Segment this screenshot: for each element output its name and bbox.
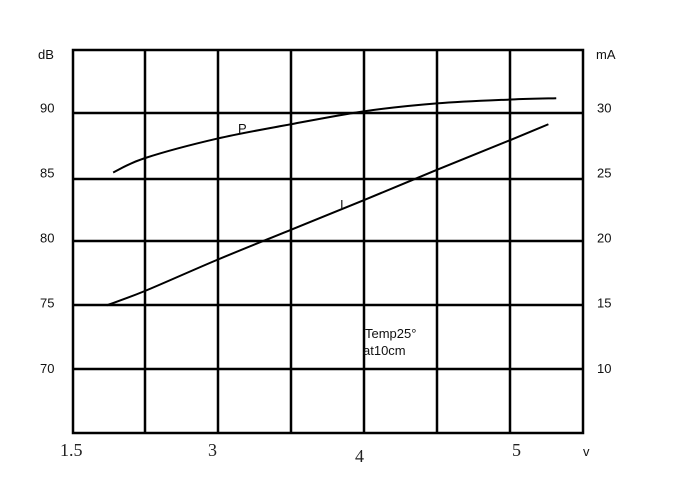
- y-right-tick-label: 20: [597, 231, 611, 246]
- series-line-p: [112, 97, 557, 174]
- y-left-tick-label: 75: [40, 296, 54, 311]
- series-label-p: P: [238, 121, 247, 136]
- x-tick-label: 5: [512, 440, 521, 460]
- x-tick-label: 1.5: [60, 440, 83, 460]
- x-tick-label: 4: [355, 446, 364, 466]
- y-right-axis-label: mA: [596, 47, 616, 62]
- y-right-tick-label: 15: [597, 296, 611, 311]
- series-label-i: I: [340, 197, 344, 212]
- y-right-tick-label: 10: [597, 361, 611, 376]
- y-left-tick-label: 80: [40, 231, 54, 246]
- x-axis-label: v: [583, 444, 590, 459]
- grid: [71, 48, 585, 435]
- annotation-distance: at10cm: [363, 343, 406, 358]
- annotation-temp: Temp25°: [365, 326, 416, 341]
- x-tick-label: 3: [208, 440, 217, 460]
- y-left-tick-label: 90: [40, 100, 54, 115]
- series-line-i: [106, 123, 549, 307]
- y-left-axis-label: dB: [38, 47, 54, 62]
- y-left-tick-label: 85: [40, 165, 54, 180]
- y-right-tick-label: 25: [597, 165, 611, 180]
- y-left-tick-label: 70: [40, 361, 54, 376]
- y-right-tick-label: 30: [597, 100, 611, 115]
